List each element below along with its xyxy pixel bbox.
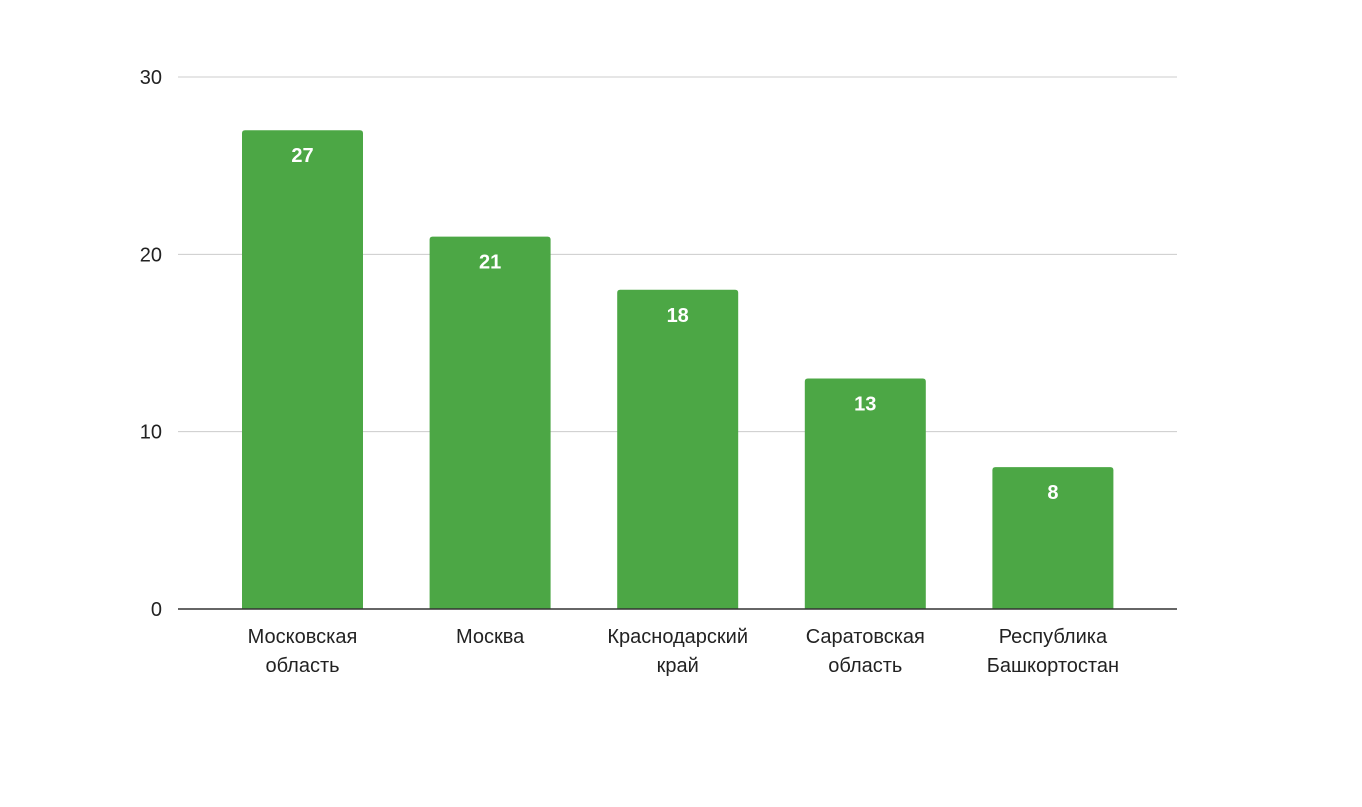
- bar: [242, 130, 363, 609]
- x-tick-label: Московская область: [248, 626, 358, 677]
- bar: [804, 378, 926, 609]
- data-label: 27: [291, 145, 313, 167]
- data-label: 8: [1047, 482, 1058, 504]
- bar: [617, 289, 739, 609]
- y-tick-label: 10: [140, 422, 162, 444]
- data-label: 21: [479, 252, 501, 274]
- y-tick-label: 20: [140, 244, 162, 266]
- data-label: 18: [667, 305, 689, 327]
- x-tick-label: Москва: [456, 626, 525, 648]
- y-tick-label: 30: [140, 67, 162, 89]
- x-tick-label: Республика Башкортостан: [987, 626, 1119, 677]
- y-tick-label: 0: [151, 599, 162, 621]
- x-tick-label: Саратовская область: [806, 626, 925, 677]
- bar: [429, 236, 551, 609]
- x-tick-label: Краснодарский край: [607, 626, 748, 677]
- bar: [992, 467, 1114, 609]
- data-label: 13: [854, 393, 876, 415]
